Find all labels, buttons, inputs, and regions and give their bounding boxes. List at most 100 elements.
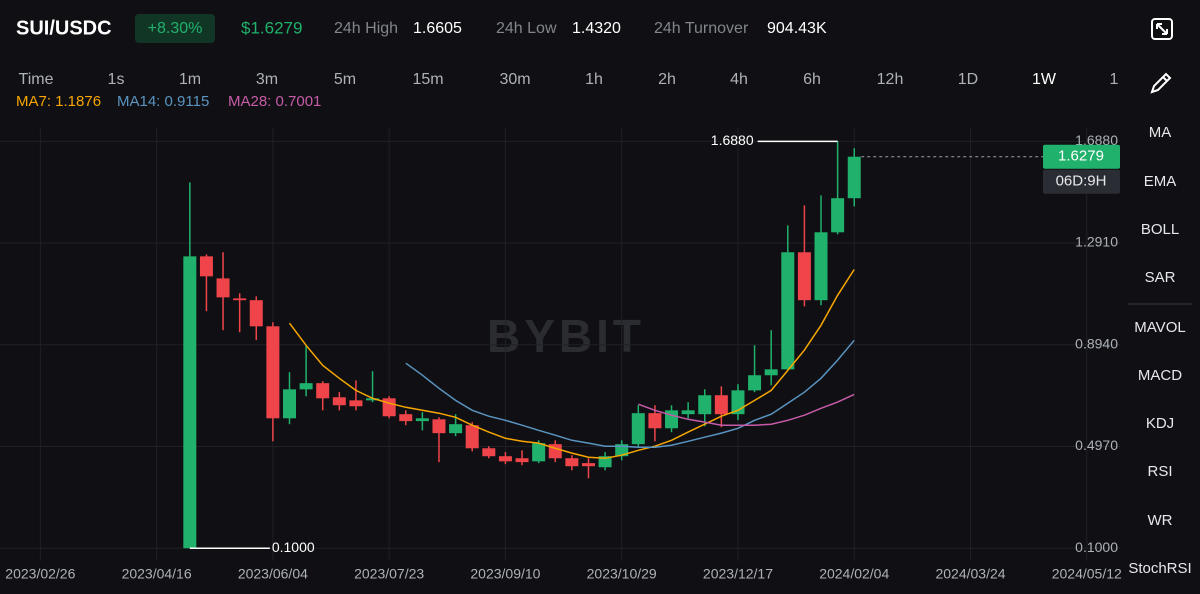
candle-body: [382, 398, 396, 417]
indicator[interactable]: MACD: [1138, 367, 1182, 384]
candle-body: [515, 458, 529, 463]
x-tick-label: 2023/04/16: [122, 566, 192, 582]
ma-line: [638, 393, 855, 426]
timeframe[interactable]: 1s: [108, 71, 125, 88]
legend-entry: MA28: 0.7001: [228, 93, 321, 110]
min-label: 0.1000: [272, 539, 315, 555]
candle-body: [648, 413, 662, 429]
indicator[interactable]: MAVOL: [1134, 319, 1185, 336]
timeframe[interactable]: 6h: [803, 71, 821, 88]
ma-line: [405, 339, 855, 448]
candle-body: [482, 448, 496, 457]
max-label: 1.6880: [711, 132, 754, 148]
indicator[interactable]: WR: [1148, 512, 1173, 529]
timeframe[interactable]: Time: [19, 71, 54, 88]
price-tag-label: 1.6279: [1058, 148, 1104, 165]
candle-body: [432, 419, 446, 434]
legend-entry: MA7: 1.1876: [16, 93, 101, 110]
candle-body: [366, 398, 380, 401]
timeframe[interactable]: 1m: [179, 71, 201, 88]
stat-label: 24h Low: [496, 20, 557, 37]
ma-line: [288, 269, 855, 460]
timeframe[interactable]: 1: [1110, 71, 1119, 88]
pair[interactable]: SUI/USDC: [16, 17, 112, 39]
candle-body: [764, 369, 778, 376]
candle-body: [748, 375, 762, 391]
indicator[interactable]: SAR: [1145, 269, 1176, 286]
x-tick-label: 2023/09/10: [470, 566, 540, 582]
timeframe[interactable]: 1D: [958, 71, 978, 88]
countdown: 06D:9H: [1056, 173, 1107, 190]
y-tick-label: 1.2910: [1075, 234, 1118, 250]
timeframe[interactable]: 1W: [1032, 71, 1057, 88]
candle-body: [299, 383, 313, 390]
indicator[interactable]: RSI: [1147, 463, 1172, 480]
candle-body: [449, 424, 463, 434]
candle-body: [714, 395, 728, 415]
x-tick-label: 2024/05/12: [1052, 566, 1122, 582]
candle-body: [698, 395, 712, 415]
plot: [0, 128, 1120, 561]
candle-body: [216, 278, 230, 298]
candle-body: [631, 413, 645, 445]
timeframe[interactable]: 4h: [730, 71, 748, 88]
candle-body: [615, 444, 629, 457]
timeframe[interactable]: 1h: [585, 71, 603, 88]
x-tick-label: 2024/03/24: [935, 566, 1005, 582]
x-tick-label: 2023/06/04: [238, 566, 308, 582]
candle-body: [598, 456, 612, 468]
y-tick-label: 0.4970: [1075, 437, 1118, 453]
price-tag: [1043, 144, 1120, 169]
y-tick-label: 0.1000: [1075, 539, 1118, 555]
stat-value: 1.4320: [572, 20, 621, 37]
legend-entry: MA14: 0.9115: [117, 93, 209, 110]
change: +8.30%: [148, 20, 203, 37]
indicator[interactable]: EMA: [1144, 173, 1177, 190]
candle-body: [532, 443, 546, 462]
x-tick-label: 2023/07/23: [354, 566, 424, 582]
candle-body: [681, 410, 695, 415]
candle-body: [349, 400, 363, 407]
indicator[interactable]: BOLL: [1141, 221, 1179, 238]
timeframe[interactable]: 30m: [499, 71, 530, 88]
candle-body: [183, 256, 197, 549]
price: $1.6279: [241, 18, 302, 37]
candle-body: [847, 156, 861, 199]
candle-body: [781, 252, 795, 370]
timeframe[interactable]: 15m: [412, 71, 443, 88]
y-tick-label: 1.6880: [1075, 132, 1118, 148]
candle-body: [199, 256, 213, 277]
candle-body: [249, 300, 263, 327]
indicator[interactable]: StochRSI: [1128, 560, 1191, 577]
indicator[interactable]: KDJ: [1146, 415, 1174, 432]
x-tick-label: 2023/02/26: [5, 566, 75, 582]
timeframe[interactable]: 12h: [877, 71, 904, 88]
candle-body: [565, 458, 579, 467]
candle-body: [233, 298, 247, 301]
candle-body: [665, 410, 679, 429]
countdown-tag: [1043, 169, 1120, 194]
stat-value: 904.43K: [767, 20, 827, 37]
candle-body: [465, 425, 479, 449]
timeframe[interactable]: 5m: [334, 71, 356, 88]
candle-body: [316, 383, 330, 399]
timeframe[interactable]: 2h: [658, 71, 676, 88]
watermark: BYBIT: [487, 310, 645, 362]
x-tick-label: 2024/02/04: [819, 566, 889, 582]
stat-value: 1.6605: [413, 20, 462, 37]
candle-body: [498, 456, 512, 462]
indicator[interactable]: MA: [1149, 124, 1172, 141]
timeframe[interactable]: 3m: [256, 71, 278, 88]
candle-body: [415, 418, 429, 422]
stat-label: 24h High: [334, 20, 398, 37]
candle-body: [332, 397, 346, 406]
y-tick-label: 0.8940: [1075, 335, 1118, 351]
draw-icon[interactable]: [1150, 72, 1172, 94]
candle-body: [282, 389, 296, 419]
candle-body: [266, 326, 280, 419]
fullscreen-icon[interactable]: [1151, 18, 1173, 40]
stat-label: 24h Turnover: [654, 20, 749, 37]
candle-body: [814, 232, 828, 301]
